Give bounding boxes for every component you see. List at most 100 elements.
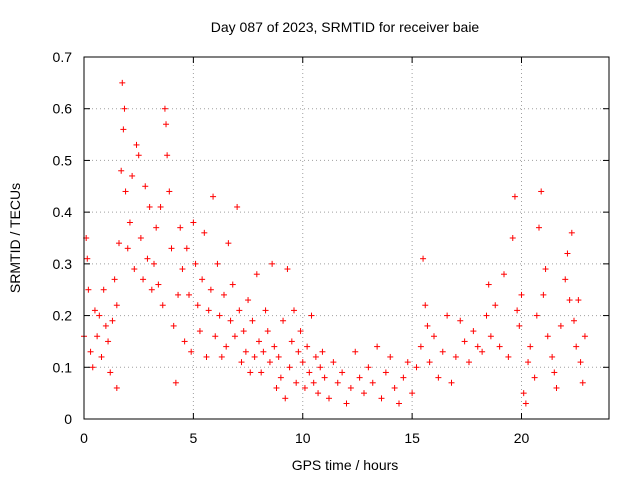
data-point (568, 229, 575, 236)
data-point (505, 353, 512, 360)
data-point (527, 343, 534, 350)
data-point (122, 188, 129, 195)
y-tick-label: 0.3 (53, 256, 73, 272)
data-point (374, 343, 381, 350)
y-tick-label: 0.4 (53, 204, 73, 220)
data-point (571, 317, 577, 324)
data-point (175, 291, 182, 298)
data-point (148, 286, 155, 293)
data-point (347, 384, 354, 391)
data-point (199, 276, 206, 283)
data-point (330, 359, 337, 366)
data-point (293, 379, 300, 386)
grid (84, 57, 609, 419)
data-point (551, 369, 558, 376)
data-point (146, 203, 153, 210)
data-point (236, 307, 243, 314)
data-point (553, 384, 560, 391)
data-point (470, 328, 477, 335)
data-point (142, 183, 149, 190)
data-point (361, 390, 367, 397)
data-point (201, 229, 208, 236)
data-point (119, 79, 126, 86)
data-point (306, 369, 313, 376)
data-point (133, 141, 140, 148)
x-tick-label: 15 (404, 430, 420, 446)
data-point (520, 390, 527, 397)
data-point (116, 240, 122, 247)
data-point (466, 359, 472, 366)
data-point (501, 271, 507, 278)
data-point (247, 369, 254, 376)
data-point (387, 353, 394, 360)
data-point (179, 266, 186, 273)
data-point (221, 291, 227, 298)
data-point (251, 353, 258, 360)
y-tick-label: 0.7 (53, 49, 73, 65)
y-tick-label: 0 (64, 411, 72, 427)
data-point (369, 379, 376, 386)
data-point (312, 353, 319, 360)
data-point (109, 317, 116, 324)
x-tick-label: 0 (80, 430, 88, 446)
data-point (264, 328, 271, 335)
data-point (126, 219, 133, 226)
data-point (96, 312, 103, 319)
data-point (286, 364, 293, 371)
data-point (192, 260, 199, 267)
data-point (431, 333, 437, 340)
data-point (205, 307, 212, 314)
data-point (573, 343, 580, 350)
y-tick-label: 0.2 (53, 308, 73, 324)
data-point (164, 152, 171, 159)
y-axis-title: SRMTID / TECUs (7, 183, 23, 293)
data-point (207, 286, 214, 293)
data-point (317, 364, 324, 371)
data-point (544, 333, 551, 340)
data-point (391, 384, 398, 391)
data-point (533, 312, 540, 319)
data-point (518, 291, 525, 298)
data-point (266, 359, 273, 366)
data-point (161, 105, 168, 112)
data-point (181, 338, 188, 345)
data-point (170, 322, 177, 329)
data-point (183, 245, 190, 252)
data-point (121, 105, 128, 112)
data-point (177, 224, 184, 231)
data-point (382, 369, 389, 376)
y-tick-label: 0.5 (53, 152, 73, 168)
data-point (140, 276, 147, 283)
data-point (188, 348, 195, 355)
data-point (334, 379, 341, 386)
data-point (218, 353, 225, 360)
data-point (229, 281, 236, 288)
data-point (91, 307, 98, 314)
data-point (326, 395, 332, 402)
data-point (282, 395, 289, 402)
data-point (100, 286, 107, 293)
data-point (256, 338, 262, 345)
data-point (509, 235, 516, 241)
data-point (514, 307, 521, 314)
chart-title: Day 087 of 2023, SRMTID for receiver bai… (211, 19, 480, 35)
data-point (483, 312, 490, 319)
data-point (231, 333, 238, 340)
data-point (258, 369, 265, 376)
data-point (113, 384, 120, 391)
data-point (87, 348, 94, 355)
data-point (557, 322, 564, 329)
data-point (118, 167, 125, 174)
data-point (579, 379, 586, 386)
data-point (378, 395, 385, 402)
data-point (310, 379, 317, 386)
data-point (479, 348, 486, 355)
data-point (299, 359, 306, 366)
data-point (288, 338, 295, 345)
data-point (409, 390, 416, 397)
data-point (113, 302, 120, 309)
data-point (269, 260, 276, 267)
data-point (238, 359, 245, 366)
x-tick-label: 20 (514, 430, 530, 446)
data-point (365, 364, 372, 371)
